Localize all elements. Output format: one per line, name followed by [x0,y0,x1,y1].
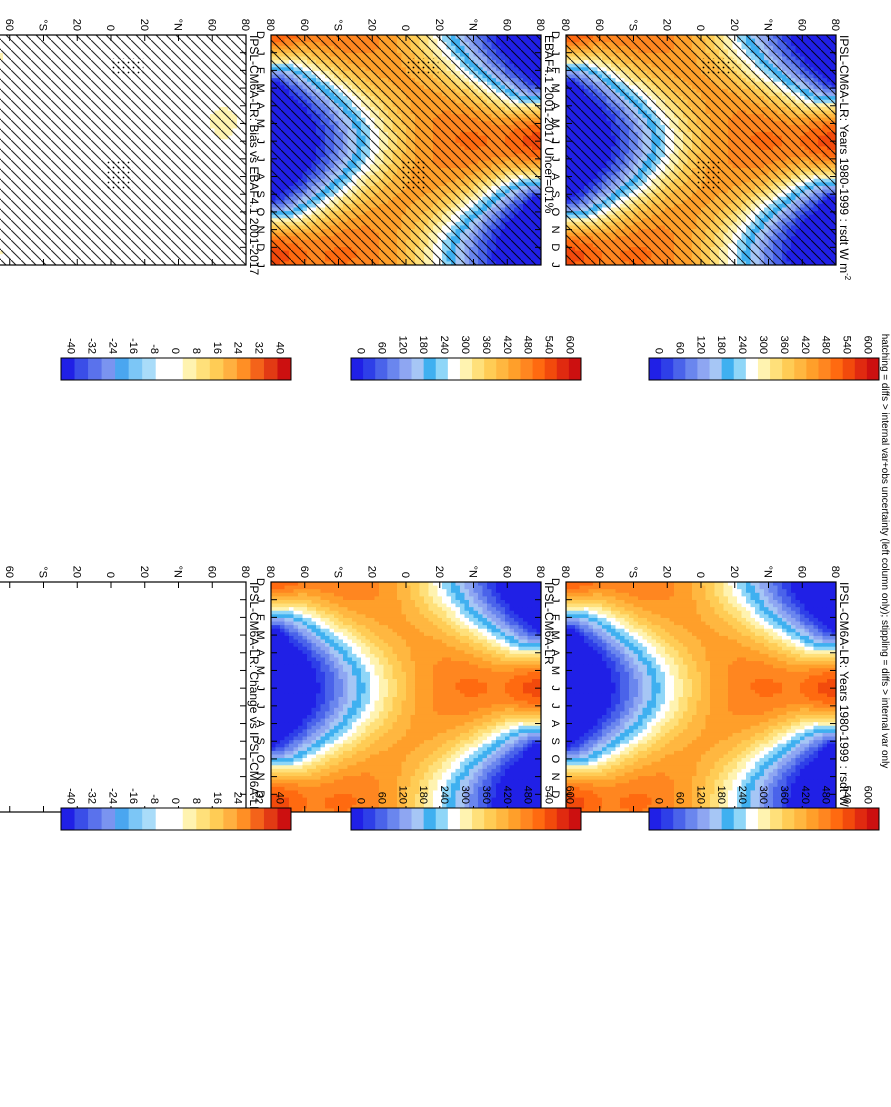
colorbar-swatch [842,358,855,380]
colorbar-label: 0 [652,348,664,354]
y-tick-label: °S [627,19,639,31]
colorbar-label: 300 [757,336,769,354]
colorbar-swatch [745,358,758,380]
colorbar-label: 540 [841,336,853,354]
colorbar-swatch [758,358,771,380]
x-tick-label: J [549,262,561,268]
y-tick-label: °N [762,19,774,31]
x-tick-label: D [549,243,561,251]
colorbar-swatch [697,358,710,380]
panel-title: IPSL-CM6A-LR: Years 1980-1999 : rsdt W m… [837,35,852,281]
colorbar-swatch [709,358,722,380]
colorbar-swatch [733,358,746,380]
colorbar-swatch [782,358,795,380]
title-superscript: -2 [843,273,852,281]
y-tick-label: 20 [728,19,740,31]
colorbar-swatch [721,358,734,380]
colorbar-label: 60 [673,342,685,354]
colorbar-swatch [649,358,662,380]
x-tick-label: N [549,226,561,234]
stippling-overlay [701,58,733,76]
y-tick-label: 60 [593,19,605,31]
y-tick-label: 20 [660,19,672,31]
y-tick-label: 0 [694,25,706,31]
panel-model: IPSL-CM6A-LR: Years 1980-1999 : rsdt W m… [549,19,879,380]
colorbar-label: 360 [778,336,790,354]
colorbar-swatch [661,358,674,380]
colorbar-swatch [770,358,783,380]
y-tick-label: 80 [829,19,841,31]
colorbar-swatch [830,358,843,380]
y-tick-label: 80 [559,19,571,31]
y-tick-label: 60 [795,19,807,31]
colorbar-label: 420 [799,336,811,354]
colorbar-label: 180 [715,336,727,354]
colorbar-swatch [685,358,698,380]
colorbar-label: 120 [694,336,706,354]
colorbar-swatch [866,358,879,380]
colorbar-swatch [794,358,807,380]
panel-obs: EBAF4.1 2001-2017 Uncer=0.1%DJFMAMJJASON… [254,19,581,380]
stippling-overlay [696,162,723,190]
colorbar-label: 480 [820,336,832,354]
colorbar-label: 240 [736,336,748,354]
colorbar-swatch [806,358,819,380]
colorbar-swatch [854,358,867,380]
colorbar-label: 600 [862,336,874,354]
colorbar-swatch [818,358,831,380]
colorbar-swatch [673,358,686,380]
